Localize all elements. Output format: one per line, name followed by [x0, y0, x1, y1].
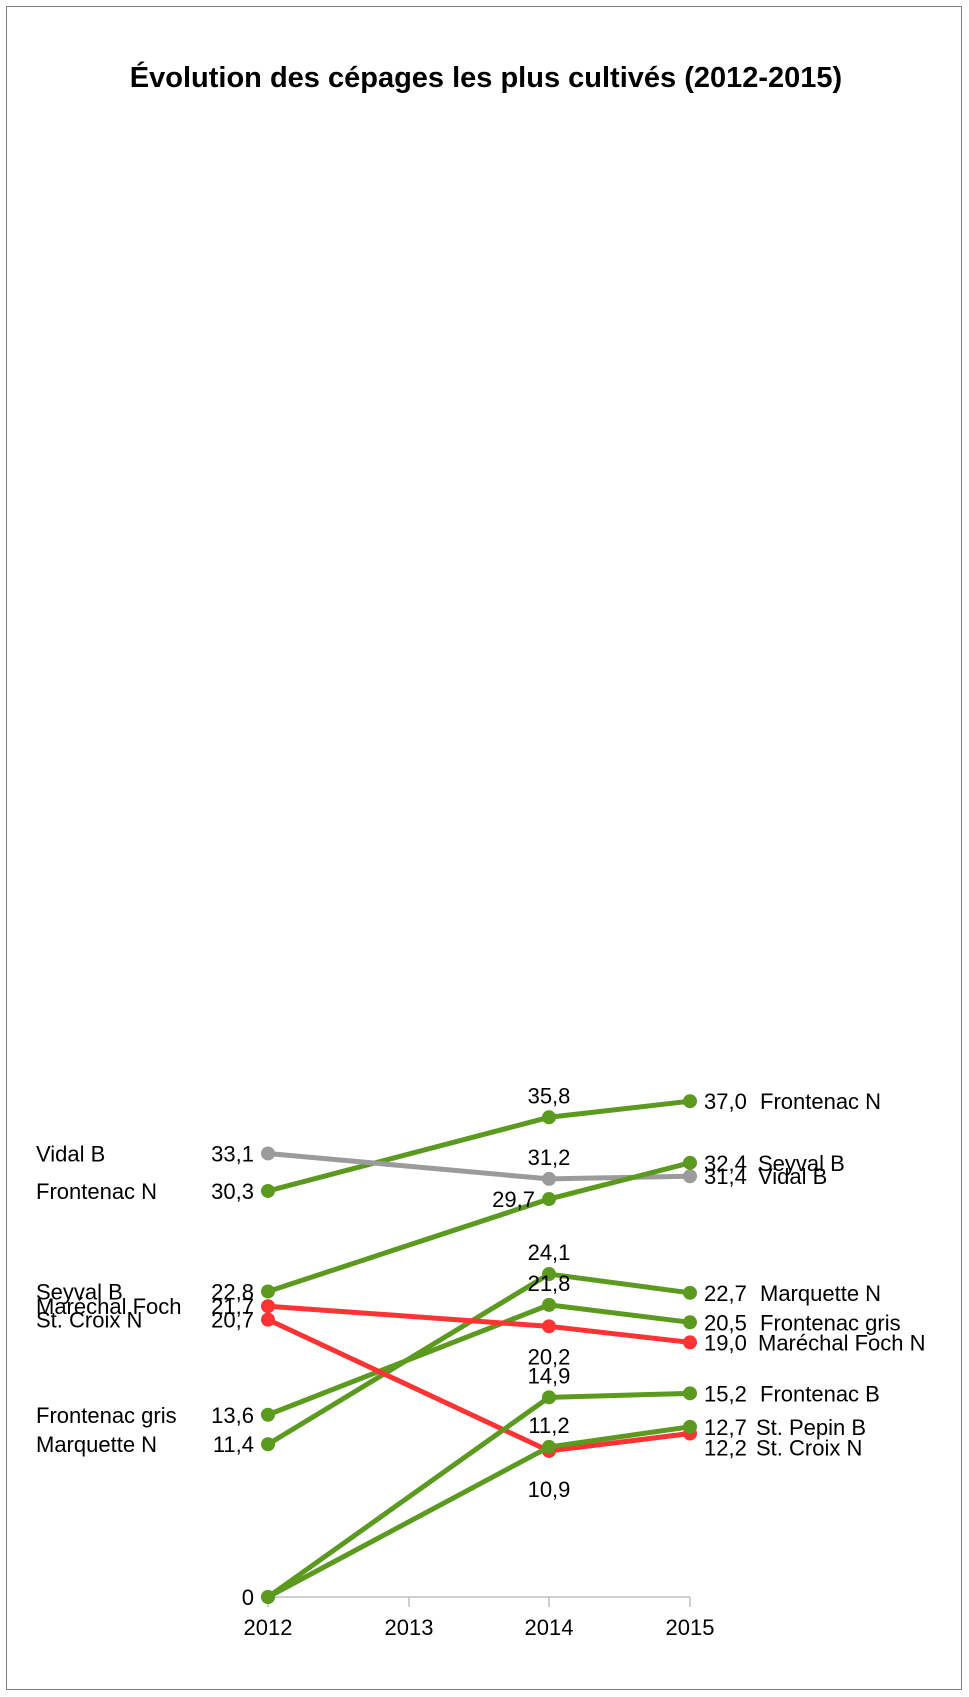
- value-label: 19,0: [704, 1330, 747, 1355]
- value-label: 20,5: [704, 1310, 747, 1335]
- start-series-label: Seyval B: [36, 1279, 123, 1304]
- data-point: [542, 1439, 556, 1454]
- value-label: 11,4: [213, 1432, 254, 1457]
- x-tick-label: 2012: [244, 1615, 293, 1640]
- value-label: 10,9: [528, 1477, 571, 1502]
- value-label: 0: [242, 1585, 254, 1610]
- series-lines: [261, 1094, 697, 1604]
- value-label: 31,4: [704, 1164, 747, 1189]
- value-label: 30,3: [211, 1179, 254, 1204]
- value-label: 21,8: [528, 1271, 571, 1296]
- end-series-label: St. Croix N: [756, 1436, 862, 1461]
- series-line: [265, 1424, 693, 1600]
- series-line: [265, 1303, 693, 1345]
- data-point: [261, 1437, 275, 1452]
- data-point: [542, 1267, 556, 1282]
- value-label: 13,6: [211, 1403, 254, 1428]
- value-label: 33,1: [211, 1141, 254, 1166]
- axes: 2012 2013 2014 2015: [244, 1596, 715, 1640]
- series-line: [265, 1317, 693, 1454]
- data-point: [683, 1094, 697, 1109]
- data-point: [261, 1590, 275, 1604]
- data-point: [261, 1284, 275, 1299]
- data-point: [542, 1297, 556, 1312]
- data-point: [261, 1407, 275, 1422]
- end-series-label: Frontenac N: [760, 1089, 881, 1114]
- data-point: [683, 1315, 697, 1330]
- data-point: [683, 1386, 697, 1401]
- data-point: [542, 1319, 556, 1334]
- x-tick-label: 2015: [666, 1615, 715, 1640]
- series-line: [265, 1160, 693, 1294]
- series-line: [265, 1390, 693, 1600]
- value-label: 20,7: [211, 1308, 254, 1333]
- data-point: [261, 1146, 275, 1161]
- end-series-label: Maréchal Foch N: [758, 1330, 926, 1355]
- chart-title: Évolution des cépages les plus cultivés …: [130, 60, 842, 94]
- value-label: 20,2: [528, 1344, 571, 1369]
- data-point: [683, 1155, 697, 1170]
- value-label: 37,0: [704, 1089, 747, 1114]
- value-label: 15,2: [704, 1381, 747, 1406]
- data-point: [542, 1110, 556, 1125]
- data-point: [542, 1171, 556, 1186]
- chart-frame: [6, 6, 962, 1690]
- data-point: [261, 1183, 275, 1198]
- data-point: [683, 1169, 697, 1184]
- end-series-label: Frontenac B: [760, 1381, 880, 1406]
- value-label: 35,8: [528, 1083, 571, 1108]
- end-series-label: Marquette N: [760, 1281, 881, 1306]
- end-series-label: Frontenac gris: [760, 1310, 901, 1335]
- data-point: [542, 1390, 556, 1405]
- value-label: 11,2: [528, 1413, 569, 1438]
- start-series-label: Frontenac gris: [36, 1403, 177, 1428]
- start-series-label: Frontenac N: [36, 1179, 157, 1204]
- start-series-label: Marquette N: [36, 1432, 157, 1457]
- x-tick-label: 2013: [385, 1615, 434, 1640]
- value-label: 12,7: [704, 1415, 747, 1440]
- value-label: 12,2: [704, 1436, 747, 1461]
- data-point: [683, 1419, 697, 1434]
- data-point: [261, 1299, 275, 1314]
- data-labels: 30,3 35,8 37,0 Frontenac N Frontenac N 33,1 31…: [36, 1083, 926, 1610]
- value-label: 22,8: [211, 1279, 254, 1304]
- data-point: [542, 1192, 556, 1207]
- data-point: [683, 1335, 697, 1350]
- value-label: 29,7: [492, 1187, 535, 1212]
- value-label: 24,1: [528, 1240, 571, 1265]
- value-label: 21,7: [211, 1294, 254, 1319]
- x-tick-label: 2014: [525, 1615, 574, 1640]
- end-series-label: St. Pepin B: [756, 1415, 866, 1440]
- start-series-label: Maréchal Foch: [36, 1294, 182, 1319]
- end-series-label: Seyval B: [758, 1151, 845, 1176]
- value-label: 22,7: [704, 1281, 747, 1306]
- data-point: [683, 1285, 697, 1300]
- value-label: 14,9: [528, 1363, 571, 1388]
- end-series-label: Vidal B: [758, 1164, 827, 1189]
- value-label: 31,2: [528, 1145, 571, 1170]
- data-point: [261, 1312, 275, 1327]
- start-series-label: St. Croix N: [36, 1308, 142, 1333]
- start-series-label: Vidal B: [36, 1141, 105, 1166]
- value-label: 32,4: [704, 1151, 747, 1176]
